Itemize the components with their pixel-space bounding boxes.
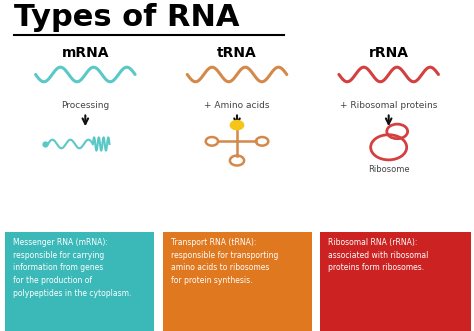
Text: tRNA: tRNA: [217, 46, 257, 60]
FancyBboxPatch shape: [163, 232, 312, 331]
Text: Messenger RNA (mRNA):
responsible for carrying
information from genes
for the pr: Messenger RNA (mRNA): responsible for ca…: [13, 238, 132, 298]
Text: Ribosome: Ribosome: [368, 165, 410, 173]
Text: mRNA: mRNA: [62, 46, 109, 60]
Text: Types of RNA: Types of RNA: [14, 3, 240, 32]
Text: Processing: Processing: [61, 101, 109, 110]
Text: + Ribosomal proteins: + Ribosomal proteins: [340, 101, 438, 110]
Text: Transport RNA (tRNA):
responsible for transporting
amino acids to ribosomes
for : Transport RNA (tRNA): responsible for tr…: [171, 238, 279, 285]
FancyBboxPatch shape: [5, 232, 154, 331]
Text: rRNA: rRNA: [369, 46, 409, 60]
FancyBboxPatch shape: [320, 232, 471, 331]
Text: + Amino acids: + Amino acids: [204, 101, 270, 110]
Text: Ribosomal RNA (rRNA):
associated with ribosomal
proteins form ribosomes.: Ribosomal RNA (rRNA): associated with ri…: [328, 238, 429, 272]
Circle shape: [230, 120, 244, 130]
